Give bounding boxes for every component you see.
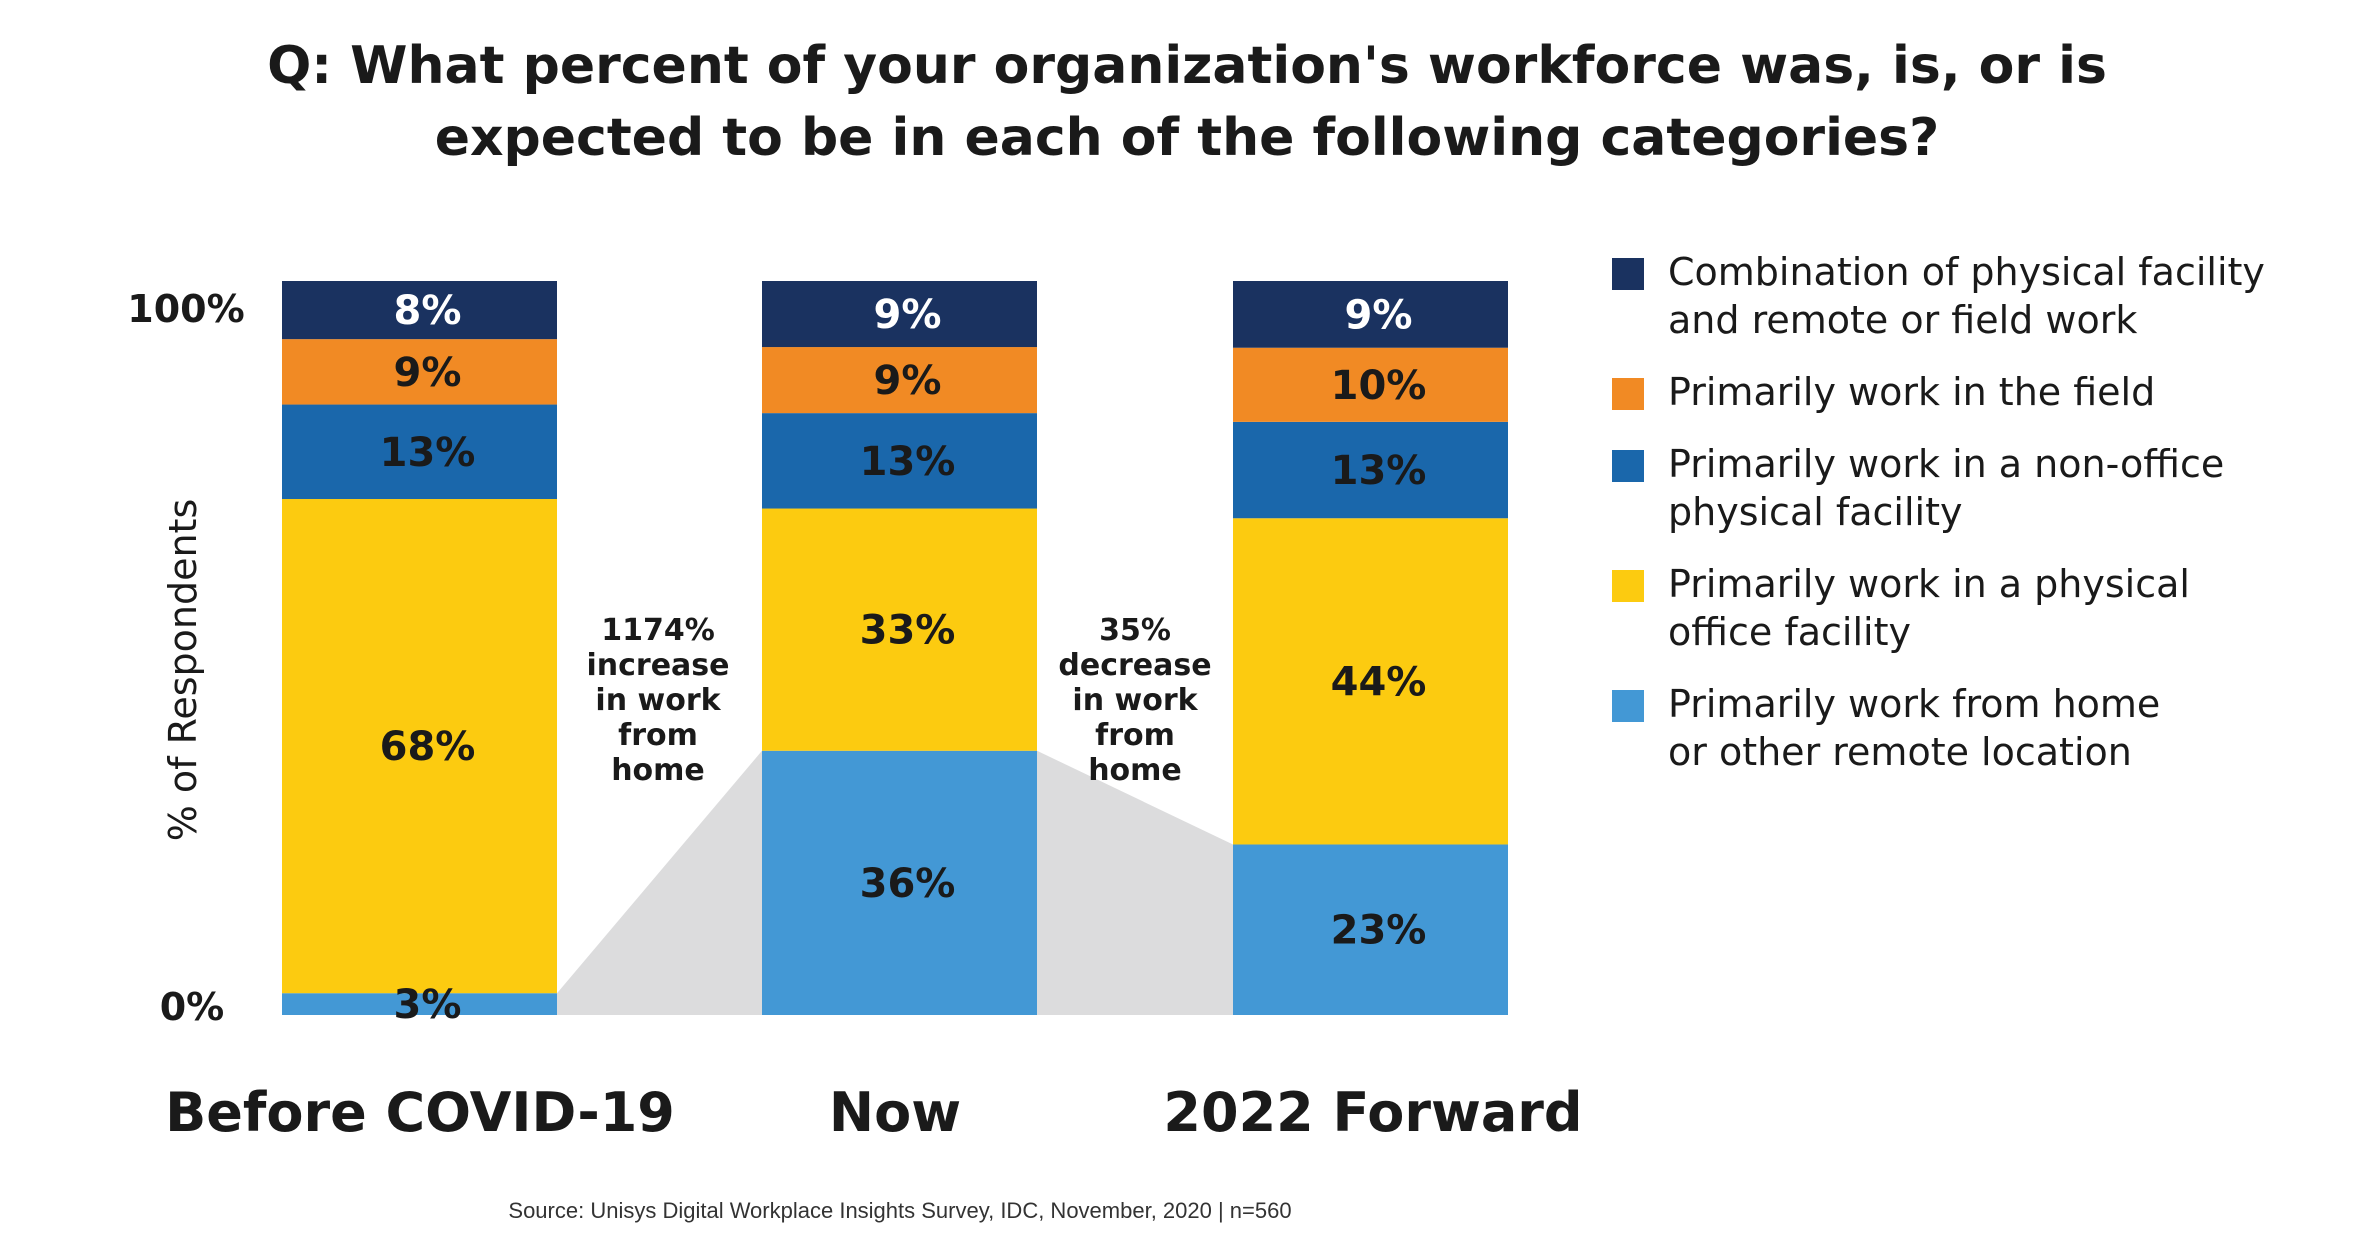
data-label: 13% <box>860 439 956 485</box>
data-label: 36% <box>860 861 956 907</box>
legend-label: physical facility <box>1668 490 1963 534</box>
data-label: 9% <box>874 358 942 404</box>
legend-label: Primarily work from home <box>1668 682 2161 726</box>
bar-segment <box>1233 281 1508 348</box>
bar-segment <box>282 499 557 994</box>
legend-item: Primarily work in a physical office facil… <box>1612 560 2352 656</box>
bar-segment <box>1233 518 1508 845</box>
bar-segment <box>282 404 557 500</box>
legend-label: office facility <box>1668 610 1911 654</box>
annotation-line: increase <box>586 648 729 683</box>
bar-segment <box>282 281 557 340</box>
legend-item: Primarily work from home or other remote … <box>1612 680 2352 776</box>
annotation-line: in work <box>1072 683 1198 718</box>
y-axis-label: % of Respondents <box>161 499 205 842</box>
legend-swatch <box>1612 570 1644 602</box>
data-label: 9% <box>874 292 942 338</box>
data-label: 23% <box>1331 908 1427 954</box>
category-label: 2022 Forward <box>1163 1081 1582 1144</box>
bar-segment <box>1233 844 1508 1015</box>
legend-item: Primarily work in the field <box>1612 368 2352 416</box>
legend-label: Primarily work in a non-office <box>1668 442 2225 486</box>
annotation-line: from <box>1095 718 1175 753</box>
source-note: Source: Unisys Digital Workplace Insight… <box>508 1198 1292 1223</box>
bar-segment <box>1233 347 1508 422</box>
data-label: 13% <box>380 430 476 476</box>
legend-swatch <box>1612 690 1644 722</box>
category-label: Before COVID-19 <box>165 1081 675 1144</box>
legend: Combination of physical facility and remo… <box>1612 248 2352 800</box>
legend-swatch <box>1612 258 1644 290</box>
bar-segment <box>762 281 1037 348</box>
data-label: 33% <box>860 608 956 654</box>
legend-label: Primarily work in the field <box>1668 370 2156 414</box>
connector-shape <box>1037 750 1233 1015</box>
chart-title: Q: What percent of your organization's w… <box>0 30 2374 174</box>
data-label: 68% <box>380 724 476 770</box>
data-label: 13% <box>1331 448 1427 494</box>
legend-label: Primarily work in a physical <box>1668 562 2190 606</box>
annotation-decrease: 35% decrease in work from home <box>1058 613 1211 788</box>
bar-segment <box>762 413 1037 509</box>
category-label: Now <box>829 1081 961 1144</box>
data-label: 8% <box>394 288 462 334</box>
data-label: 3% <box>394 982 462 1028</box>
chart-title-line-1: Q: What percent of your organization's w… <box>267 36 2107 96</box>
y-tick-label: 100% <box>127 287 244 331</box>
bar-segment <box>1233 421 1508 519</box>
bar-segment <box>762 750 1037 1015</box>
annotation-increase: 1174% increase in work from home <box>586 613 729 788</box>
annotation-line: home <box>611 753 705 788</box>
annotation-line: home <box>1088 753 1182 788</box>
bar-segment <box>282 993 557 1015</box>
data-label: 9% <box>1345 292 1413 338</box>
annotation-line: from <box>618 718 698 753</box>
bar-segment <box>762 508 1037 751</box>
annotation-line: 1174% <box>601 613 715 648</box>
data-label: 44% <box>1331 659 1427 705</box>
annotation-line: decrease <box>1058 648 1211 683</box>
y-tick-label: 0% <box>160 985 225 1029</box>
annotation-line: in work <box>595 683 721 718</box>
data-label: 10% <box>1331 363 1427 409</box>
legend-label: and remote or field work <box>1668 298 2138 342</box>
legend-item: Primarily work in a non-office physical f… <box>1612 440 2352 536</box>
chart-title-line-2: expected to be in each of the following … <box>434 108 1940 168</box>
bar-segment <box>282 339 557 405</box>
legend-item: Combination of physical facility and remo… <box>1612 248 2352 344</box>
connector-shape <box>557 750 762 1015</box>
legend-swatch <box>1612 378 1644 410</box>
data-label: 9% <box>394 350 462 396</box>
bar-segment <box>762 347 1037 414</box>
annotation-line: 35% <box>1099 613 1171 648</box>
legend-label: or other remote location <box>1668 730 2132 774</box>
legend-label: Combination of physical facility <box>1668 250 2265 294</box>
legend-swatch <box>1612 450 1644 482</box>
